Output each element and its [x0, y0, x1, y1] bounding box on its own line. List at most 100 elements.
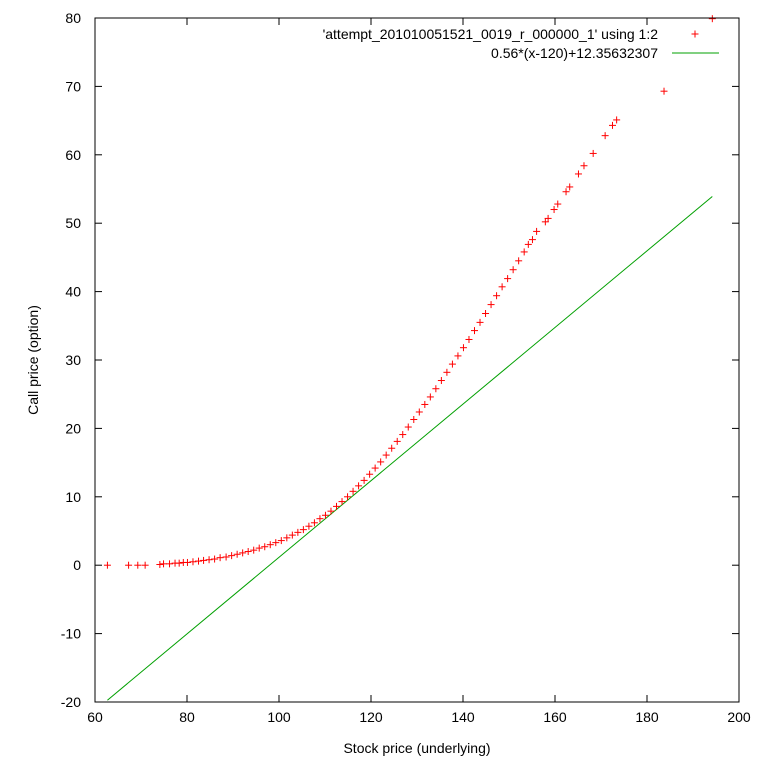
y-tick-label: 60 [65, 147, 81, 163]
data-point [432, 385, 440, 393]
x-tick-label: 100 [267, 709, 291, 725]
data-point [421, 400, 429, 408]
data-point [465, 335, 473, 343]
fit-line-series [107, 196, 713, 701]
plot-area [103, 15, 716, 701]
data-point [244, 548, 252, 556]
x-tick-label: 120 [359, 709, 383, 725]
data-point [239, 549, 247, 557]
data-point [388, 444, 396, 452]
data-point [156, 561, 164, 569]
data-point [216, 554, 224, 562]
data-point-series [103, 15, 716, 569]
data-point [294, 528, 302, 536]
data-point [487, 301, 495, 309]
y-tick-label: 80 [65, 10, 81, 26]
data-point [141, 561, 149, 569]
data-point [166, 560, 174, 568]
data-point [299, 526, 307, 534]
data-point [366, 470, 374, 478]
data-point [589, 149, 597, 157]
data-point [566, 183, 574, 191]
y-tick-label: 0 [73, 557, 81, 573]
data-point [520, 248, 528, 256]
data-point [609, 121, 616, 129]
data-point [349, 487, 357, 495]
data-point [316, 515, 324, 523]
data-point [175, 559, 183, 567]
data-point [574, 170, 582, 178]
data-point [601, 132, 609, 140]
data-point [509, 266, 517, 274]
data-point [613, 116, 621, 124]
data-point [404, 423, 412, 431]
x-tick-label: 80 [179, 709, 195, 725]
data-point [493, 292, 501, 300]
data-point [272, 539, 280, 547]
data-point [333, 502, 340, 510]
x-tick-label: 160 [543, 709, 567, 725]
y-tick-label: 30 [65, 352, 81, 368]
data-point [550, 206, 558, 214]
data-point [498, 283, 506, 291]
y-tick-label: 50 [65, 215, 81, 231]
data-point [266, 541, 274, 549]
data-point [454, 352, 462, 360]
data-point [448, 360, 456, 368]
data-point [189, 558, 197, 566]
legend-entry-label-line: 0.56*(x-120)+12.35632307 [491, 45, 658, 61]
data-point [437, 377, 445, 385]
data-point [183, 558, 191, 566]
legend-entry-label-points: 'attempt_201010051521_0019_r_000000_1' u… [323, 26, 659, 42]
data-point [660, 87, 668, 95]
data-point [327, 507, 335, 515]
y-tick-label: -10 [61, 626, 81, 642]
x-tick-label: 200 [727, 709, 751, 725]
data-point [471, 327, 478, 335]
data-point [222, 553, 230, 561]
y-tick-label: 70 [65, 78, 81, 94]
y-tick-label: 20 [65, 420, 81, 436]
data-point [544, 214, 552, 222]
data-point [399, 431, 407, 439]
x-tick-label: 60 [87, 709, 103, 725]
data-point [382, 451, 390, 459]
data-point [482, 309, 490, 317]
plot-frame [94, 17, 740, 703]
data-point [305, 522, 313, 530]
x-axis-title: Stock price (underlying) [343, 740, 490, 756]
x-tick-label: 140 [451, 709, 475, 725]
data-point [321, 511, 329, 519]
data-point [393, 437, 401, 445]
data-point [443, 368, 451, 376]
data-point [562, 188, 570, 196]
y-axis-title: Call price (option) [25, 305, 41, 415]
data-point [310, 519, 318, 527]
data-point [205, 556, 213, 564]
data-point [377, 458, 385, 466]
data-point [288, 531, 296, 539]
data-point [459, 344, 467, 352]
data-point [515, 257, 523, 265]
data-point [103, 561, 111, 569]
data-point [524, 240, 532, 248]
x-tick-label: 180 [635, 709, 659, 725]
fit-line [107, 196, 713, 701]
data-point [211, 555, 219, 563]
data-point [371, 464, 379, 472]
data-point [554, 200, 562, 208]
data-point [708, 15, 716, 23]
data-point [195, 557, 202, 565]
y-tick-label: -20 [61, 694, 81, 710]
data-point [283, 534, 291, 542]
data-point [344, 493, 352, 501]
data-point [504, 275, 512, 283]
data-point [415, 408, 423, 416]
data-point [277, 537, 285, 545]
data-point [134, 561, 142, 569]
axis-tick-labels: 60 80 100 120 140 160 180 200 -20 -10 0 10 20 30 40 50 6… [61, 10, 751, 725]
data-point [338, 498, 346, 506]
data-point [228, 552, 236, 560]
